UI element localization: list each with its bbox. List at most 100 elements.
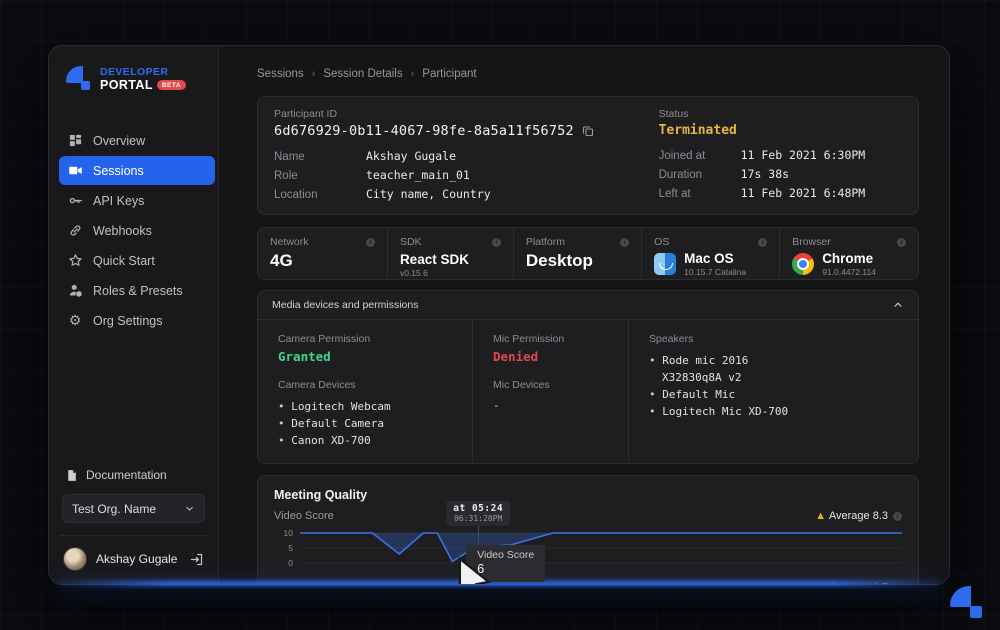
info-icon[interactable] bbox=[620, 238, 629, 247]
grid-icon bbox=[67, 133, 83, 149]
mic-permission-value: Denied bbox=[493, 349, 608, 364]
participant-id-value: 6d676929-0b11-4067-98fe-8a5a11f56752 bbox=[274, 123, 574, 139]
chevron-down-icon bbox=[184, 503, 195, 514]
sidebar-nav: Overview Sessions API Keys Webhooks bbox=[49, 126, 218, 336]
video-score-label: Video Score bbox=[274, 510, 334, 522]
video-score-line bbox=[300, 527, 902, 573]
os-value: Mac OS bbox=[684, 251, 746, 266]
beta-badge: BETA bbox=[157, 80, 186, 90]
participant-card: Participant ID 6d676929-0b11-4067-98fe-8… bbox=[257, 96, 919, 215]
meeting-quality-card: Meeting Quality Video Score ▲ Average 8.… bbox=[257, 475, 919, 585]
org-selector[interactable]: Test Org. Name bbox=[62, 494, 205, 523]
sdk-value: React SDK bbox=[400, 252, 501, 267]
link-icon bbox=[67, 223, 83, 239]
media-devices-title: Media devices and permissions bbox=[272, 299, 419, 311]
breadcrumb: Sessions › Session Details › Participant bbox=[257, 68, 919, 80]
y-tick-label: 5 bbox=[288, 543, 293, 553]
user-profile[interactable]: Akshay Gugale bbox=[62, 547, 205, 571]
participant-left: Participant ID 6d676929-0b11-4067-98fe-8… bbox=[274, 108, 659, 206]
sidebar-item-org-settings[interactable]: ⚙ Org Settings bbox=[59, 306, 215, 335]
sidebar-item-label: Overview bbox=[93, 134, 145, 148]
brand-name-line1: DEVELOPER bbox=[100, 66, 186, 78]
list-item: Default Mic bbox=[649, 386, 898, 403]
brand-logo: DEVELOPER PORTAL BETA bbox=[49, 66, 218, 92]
camera-permission-label: Camera Permission bbox=[278, 333, 452, 345]
info-icon[interactable] bbox=[492, 238, 501, 247]
browser-value: Chrome bbox=[822, 251, 876, 266]
brand-name-line2: PORTAL bbox=[100, 78, 153, 92]
info-icon[interactable] bbox=[897, 238, 906, 247]
video-average-badge: ▲ Average 8.3 bbox=[817, 510, 902, 522]
cursor-icon bbox=[457, 556, 492, 585]
camera-column: Camera Permission Granted Camera Devices… bbox=[258, 320, 472, 463]
org-selector-value: Test Org. Name bbox=[72, 502, 156, 516]
sidebar-item-sessions[interactable]: Sessions bbox=[59, 156, 215, 185]
sidebar: DEVELOPER PORTAL BETA Overview Sessions bbox=[49, 46, 219, 584]
time-tooltip: at 05:24 06:31:20PM bbox=[446, 501, 510, 526]
app-window: DEVELOPER PORTAL BETA Overview Sessions bbox=[48, 45, 950, 585]
sidebar-item-webhooks[interactable]: Webhooks bbox=[59, 216, 215, 245]
participant-row-joined: Joined at 11 Feb 2021 6:30PM bbox=[659, 148, 902, 162]
sidebar-item-roles-presets[interactable]: Roles & Presets bbox=[59, 276, 215, 305]
speakers-column: Speakers Rode mic 2016 X32830q8A v2 Defa… bbox=[628, 320, 918, 463]
status-badge: Terminated bbox=[659, 123, 902, 138]
y-tick-label: 0 bbox=[288, 558, 293, 568]
breadcrumb-participant: Participant bbox=[422, 68, 476, 80]
sidebar-bottom: Documentation Test Org. Name Akshay Guga… bbox=[49, 466, 218, 571]
page-background: { "brand": { "name_line1": "DEVELOPER", … bbox=[0, 0, 1000, 630]
platform-value: Desktop bbox=[526, 251, 629, 271]
env-platform: Platform Desktop bbox=[513, 228, 641, 279]
env-os: OS Mac OS 10.15.7 Catalina bbox=[641, 228, 779, 279]
breadcrumb-sessions[interactable]: Sessions bbox=[257, 68, 304, 80]
environment-strip: Network 4G SDK React SDK v0.15.6 Platfor… bbox=[257, 227, 919, 280]
browser-version: 91.0.4472.114 bbox=[822, 267, 876, 277]
value-tooltip: Video Score 6 bbox=[466, 545, 545, 582]
info-icon[interactable] bbox=[366, 238, 375, 247]
env-browser: Browser Chrome 91.0.4472.114 bbox=[779, 228, 918, 279]
participant-row-duration: Duration 17s 38s bbox=[659, 167, 902, 181]
participant-row-location: Location City name, Country bbox=[274, 187, 659, 201]
sidebar-item-quick-start[interactable]: Quick Start bbox=[59, 246, 215, 275]
y-axis: 10 5 0 bbox=[274, 527, 300, 573]
user-badge-icon bbox=[67, 283, 83, 299]
participant-row-left-at: Left at 11 Feb 2021 6:48PM bbox=[659, 186, 902, 200]
info-icon[interactable] bbox=[893, 512, 902, 521]
sidebar-item-label: Sessions bbox=[93, 164, 144, 178]
corner-brand-icon bbox=[950, 586, 984, 620]
logout-icon[interactable] bbox=[189, 552, 204, 567]
sidebar-item-label: Webhooks bbox=[93, 224, 152, 238]
mic-column: Mic Permission Denied Mic Devices - bbox=[472, 320, 628, 463]
sidebar-item-api-keys[interactable]: API Keys bbox=[59, 186, 215, 215]
camera-devices-list: Logitech Webcam Default Camera Canon XD-… bbox=[278, 398, 452, 449]
mic-devices-label: Mic Devices bbox=[493, 379, 608, 391]
main-content: Sessions › Session Details › Participant… bbox=[219, 46, 949, 584]
list-item: Canon XD-700 bbox=[278, 432, 452, 449]
chevron-up-icon[interactable] bbox=[892, 299, 904, 311]
media-devices-header[interactable]: Media devices and permissions bbox=[258, 291, 918, 320]
list-item: Logitech Mic XD-700 bbox=[649, 403, 898, 420]
network-value: 4G bbox=[270, 251, 375, 271]
mic-permission-label: Mic Permission bbox=[493, 333, 608, 345]
video-score-plot[interactable]: at 05:24 06:31:20PM Video Score 6 bbox=[300, 527, 902, 573]
env-network: Network 4G bbox=[258, 228, 387, 279]
speakers-label: Speakers bbox=[649, 333, 898, 345]
sidebar-item-overview[interactable]: Overview bbox=[59, 126, 215, 155]
media-devices-card: Media devices and permissions Camera Per… bbox=[257, 290, 919, 464]
y-tick-label: 10 bbox=[284, 528, 293, 538]
env-sdk: SDK React SDK v0.15.6 bbox=[387, 228, 513, 279]
sidebar-item-label: Roles & Presets bbox=[93, 284, 183, 298]
breadcrumb-separator: › bbox=[411, 68, 415, 80]
participant-row-role: Role teacher_main_01 bbox=[274, 168, 659, 182]
sidebar-item-label: Quick Start bbox=[93, 254, 155, 268]
copy-icon[interactable] bbox=[582, 125, 594, 137]
breadcrumb-session-details[interactable]: Session Details bbox=[323, 68, 402, 80]
camera-devices-label: Camera Devices bbox=[278, 379, 452, 391]
sidebar-item-label: Org Settings bbox=[93, 314, 162, 328]
video-camera-icon bbox=[67, 163, 83, 179]
documentation-link[interactable]: Documentation bbox=[62, 466, 205, 484]
avatar bbox=[63, 547, 87, 571]
breadcrumb-separator: › bbox=[312, 68, 316, 80]
speakers-list: Rode mic 2016 X32830q8A v2 Default Mic L… bbox=[649, 352, 898, 420]
info-icon[interactable] bbox=[758, 238, 767, 247]
sidebar-item-label: API Keys bbox=[93, 194, 144, 208]
